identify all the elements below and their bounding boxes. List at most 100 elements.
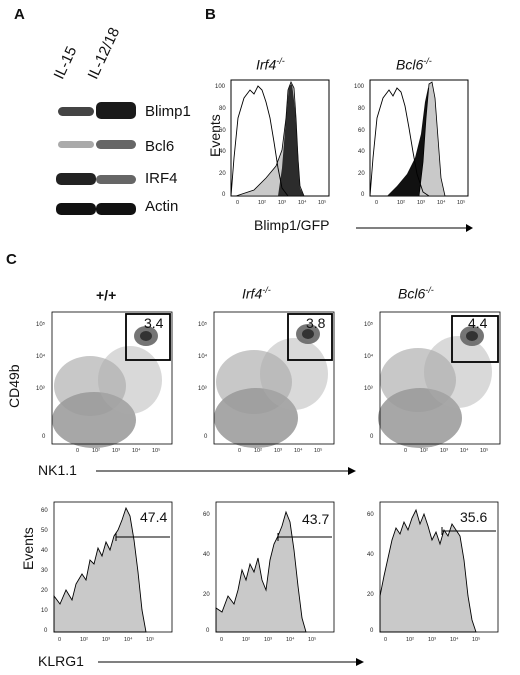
- hist-c-bcl6-frame: [379, 501, 499, 633]
- tick: 10²: [258, 200, 266, 206]
- tick: 80: [358, 106, 365, 112]
- tick: 10³: [264, 637, 272, 643]
- dot-plot-wt: 10⁵ 10⁴ 10³ 0 0 10² 10³ 10⁴ 10⁵: [36, 311, 173, 454]
- hist-b-left-yticks: 100 80 60 40 20 0: [215, 84, 226, 198]
- hist-c-wt-frame: [53, 501, 173, 633]
- tick: 10⁴: [298, 199, 307, 206]
- tick: 0: [204, 434, 208, 440]
- tick: 10³: [417, 200, 425, 206]
- tick: 0: [58, 637, 61, 643]
- tick: 60: [358, 128, 365, 134]
- tick: 0: [206, 628, 210, 634]
- hist-b-right-yticks: 100 80 60 40 20 0: [354, 84, 365, 198]
- dot-plot-irf4-frame: [213, 311, 335, 445]
- tick: 0: [42, 434, 46, 440]
- dot-c-title-wt: +/+: [96, 287, 117, 303]
- band-label-blimp1: Blimp1: [145, 103, 191, 120]
- hist-c-bcl6-yticks: 60 40 20 0: [367, 512, 374, 634]
- dot-plot-bcl6-gate: [451, 315, 499, 363]
- band-label-irf4: IRF4: [145, 170, 178, 187]
- hist-c-ylabel: Events: [20, 527, 36, 570]
- hist-b-left-black-filled: [278, 84, 304, 196]
- hist-c-xlabel: KLRG1: [38, 653, 84, 669]
- hist-b-xlabel: Blimp1/GFP: [254, 217, 330, 233]
- band-label-bcl6: Bcl6: [145, 138, 175, 155]
- tick: 10⁵: [457, 199, 465, 206]
- tick: 0: [384, 637, 387, 643]
- tick: 10²: [80, 637, 88, 643]
- tick: 50: [41, 528, 48, 534]
- hist-c-bcl6-gate-value: 35.6: [460, 509, 488, 525]
- tick: 10⁴: [450, 636, 459, 643]
- dot-plot-irf4-gate: [287, 313, 333, 361]
- tick: 0: [236, 200, 239, 206]
- band-blimp1-il1218: [96, 102, 136, 119]
- band-bcl6-il1218: [96, 140, 136, 149]
- hist-b-right-title: Bcl6-/-: [396, 56, 432, 73]
- tick: 80: [219, 106, 226, 112]
- tick: 10⁵: [314, 447, 322, 454]
- tick: 0: [222, 192, 226, 198]
- dot-c-ylabel: CD49b: [6, 364, 22, 408]
- band-bcl6-il15: [58, 141, 94, 148]
- tick: 0: [370, 434, 374, 440]
- lane-label-il15: IL-15: [50, 43, 81, 82]
- band-irf4-il15: [56, 173, 96, 185]
- tick: 10⁴: [294, 447, 303, 454]
- dot-plot-irf4-yticks: 10⁵ 10⁴ 10³ 0: [198, 321, 208, 440]
- tick: 10³: [36, 386, 45, 392]
- hist-b-right-gray-filled: [418, 81, 446, 197]
- dot-c-bcl6-sup: -/-: [425, 285, 434, 295]
- tick: 20: [367, 592, 374, 598]
- hist-c-wt-area: [53, 506, 147, 633]
- dot-plot-wt-cloud: [52, 326, 162, 448]
- dot-c-title-bcl6: Bcl6-/-: [398, 285, 434, 302]
- dot-plot-irf4-xticks: 0 10² 10³ 10⁴ 10⁵: [238, 447, 322, 454]
- tick: 10⁵: [36, 321, 46, 328]
- hist-b-xaxis-arrow: [356, 224, 473, 232]
- hist-c-irf4-xticks: 0 10² 10³ 10⁴ 10⁵: [220, 636, 316, 643]
- tick: 40: [41, 548, 48, 554]
- lane-label-il1218: IL-12/18: [84, 24, 124, 82]
- dot-plot-bcl6-cloud: [378, 326, 492, 448]
- tick: 10⁴: [198, 353, 208, 360]
- tick: 20: [219, 171, 226, 177]
- dot-c-irf4-gene: Irf4: [242, 285, 263, 302]
- dot-c-title-irf4: Irf4-/-: [242, 285, 271, 302]
- hist-b-left-sup: -/-: [276, 56, 285, 66]
- panel-label-a: A: [14, 6, 25, 23]
- dot-plot-wt-gate: [125, 313, 171, 361]
- dot-plot-irf4-cloud: [214, 324, 328, 448]
- dot-plot-irf4-gate-value: 3.8: [306, 315, 326, 331]
- hist-c-irf4-gate-value: 43.7: [302, 511, 330, 527]
- dot-c-bcl6-gene: Bcl6: [398, 285, 426, 302]
- tick: 10⁴: [437, 199, 446, 206]
- tick: 10⁴: [124, 636, 133, 643]
- tick: 10⁴: [36, 353, 46, 360]
- western-blot: [52, 95, 140, 225]
- tick: 10⁴: [364, 353, 374, 360]
- tick: 100: [215, 84, 226, 90]
- tick: 0: [370, 628, 374, 634]
- hist-c-irf4-yticks: 60 40 20 0: [203, 512, 210, 634]
- tick: 0: [76, 448, 79, 454]
- tick: 10⁴: [460, 447, 469, 454]
- tick: 10²: [254, 448, 262, 454]
- tick: 10⁴: [286, 636, 295, 643]
- tick: 10³: [440, 448, 448, 454]
- hist-b-right-open-line: [369, 87, 430, 197]
- hist-b-left-gene: Irf4: [256, 56, 277, 73]
- hist-c-xaxis-arrow: [98, 658, 364, 666]
- dot-plot-wt-frame: [51, 311, 173, 445]
- hist-c-bcl6-area: [379, 508, 477, 633]
- panel-label-c: C: [6, 251, 17, 268]
- tick: 10³: [278, 200, 286, 206]
- dot-plot-bcl6: 10⁵ 10⁴ 10³ 0 0 10² 10³ 10⁴ 10⁵: [364, 311, 501, 454]
- hist-b-right: 100 80 60 40 20 0 0 10² 10³ 10⁴ 10⁵: [354, 79, 469, 206]
- hist-c-wt-xticks: 0 10² 10³ 10⁴ 10⁵: [58, 636, 154, 643]
- band-label-actin: Actin: [145, 198, 179, 215]
- dot-plot-wt-gate-value: 3.4: [144, 315, 164, 331]
- hist-b-right-gene: Bcl6: [396, 56, 424, 73]
- hist-b-right-sup: -/-: [423, 56, 432, 66]
- tick: 0: [220, 637, 223, 643]
